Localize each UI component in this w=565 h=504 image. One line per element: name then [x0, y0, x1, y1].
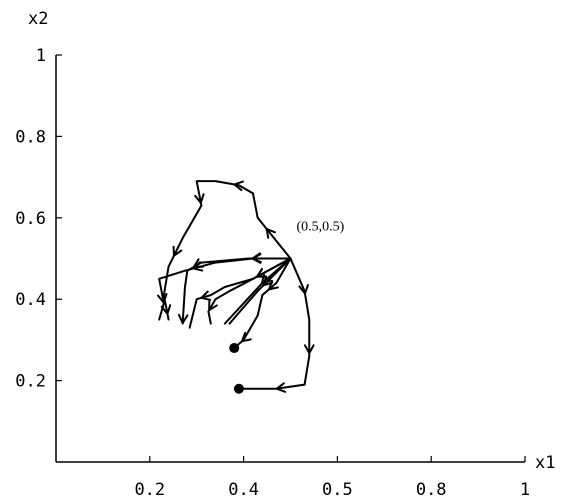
- x-tick-label: 0.4: [228, 480, 259, 500]
- trajectory: [229, 257, 292, 354]
- trajectory: [160, 180, 292, 321]
- direction-arrow: [160, 304, 172, 315]
- trajectory-line: [228, 257, 292, 325]
- y-tick-label: 1: [36, 46, 46, 66]
- trajectory-line: [237, 257, 311, 390]
- trajectory: [188, 257, 292, 329]
- end-point-marker: [233, 383, 244, 394]
- direction-arrow: [177, 313, 189, 324]
- trajectories: [157, 180, 315, 394]
- y-axis-title: x2: [28, 9, 48, 29]
- direction-arrow: [192, 261, 204, 272]
- x-axis: 0.2 0.4 0.5 0.8 1 x1: [56, 453, 555, 500]
- x-tick-label: 1: [520, 480, 530, 500]
- trajectory-line: [233, 257, 292, 350]
- end-point-marker: [229, 343, 240, 354]
- y-tick-label: 0.4: [15, 290, 46, 310]
- direction-arrow: [200, 290, 212, 301]
- direction-arrow: [262, 275, 274, 287]
- y-tick-label: 0.8: [15, 127, 46, 147]
- direction-arrow: [233, 180, 244, 192]
- direction-arrow: [194, 193, 205, 204]
- direction-arrow: [157, 292, 168, 304]
- x-tick-label: 0.5: [322, 480, 353, 500]
- direction-arrow: [265, 227, 276, 239]
- trajectory: [233, 257, 315, 394]
- trajectory-line: [223, 257, 292, 325]
- direction-arrow: [275, 382, 287, 393]
- x-tick-label: 0.8: [416, 480, 447, 500]
- trajectory: [157, 252, 292, 321]
- y-tick-label: 0.2: [15, 372, 46, 392]
- direction-arrow: [268, 279, 279, 291]
- direction-arrow: [240, 331, 252, 343]
- trajectory: [228, 257, 292, 325]
- x-tick-label: 0.2: [134, 480, 165, 500]
- equilibrium-annotation: (0.5,0.5): [297, 220, 345, 235]
- direction-arrow: [172, 245, 183, 257]
- trajectory-line: [207, 257, 292, 325]
- direction-arrow: [298, 284, 309, 295]
- trajectory-line: [162, 180, 292, 321]
- direction-arrow: [303, 344, 315, 355]
- direction-arrow: [251, 252, 262, 263]
- y-tick-label: 0.6: [15, 209, 46, 229]
- y-axis: 0.2 0.4 0.6 0.8 1 x2: [15, 9, 62, 462]
- direction-arrow: [208, 300, 218, 312]
- x-axis-title: x1: [535, 453, 555, 473]
